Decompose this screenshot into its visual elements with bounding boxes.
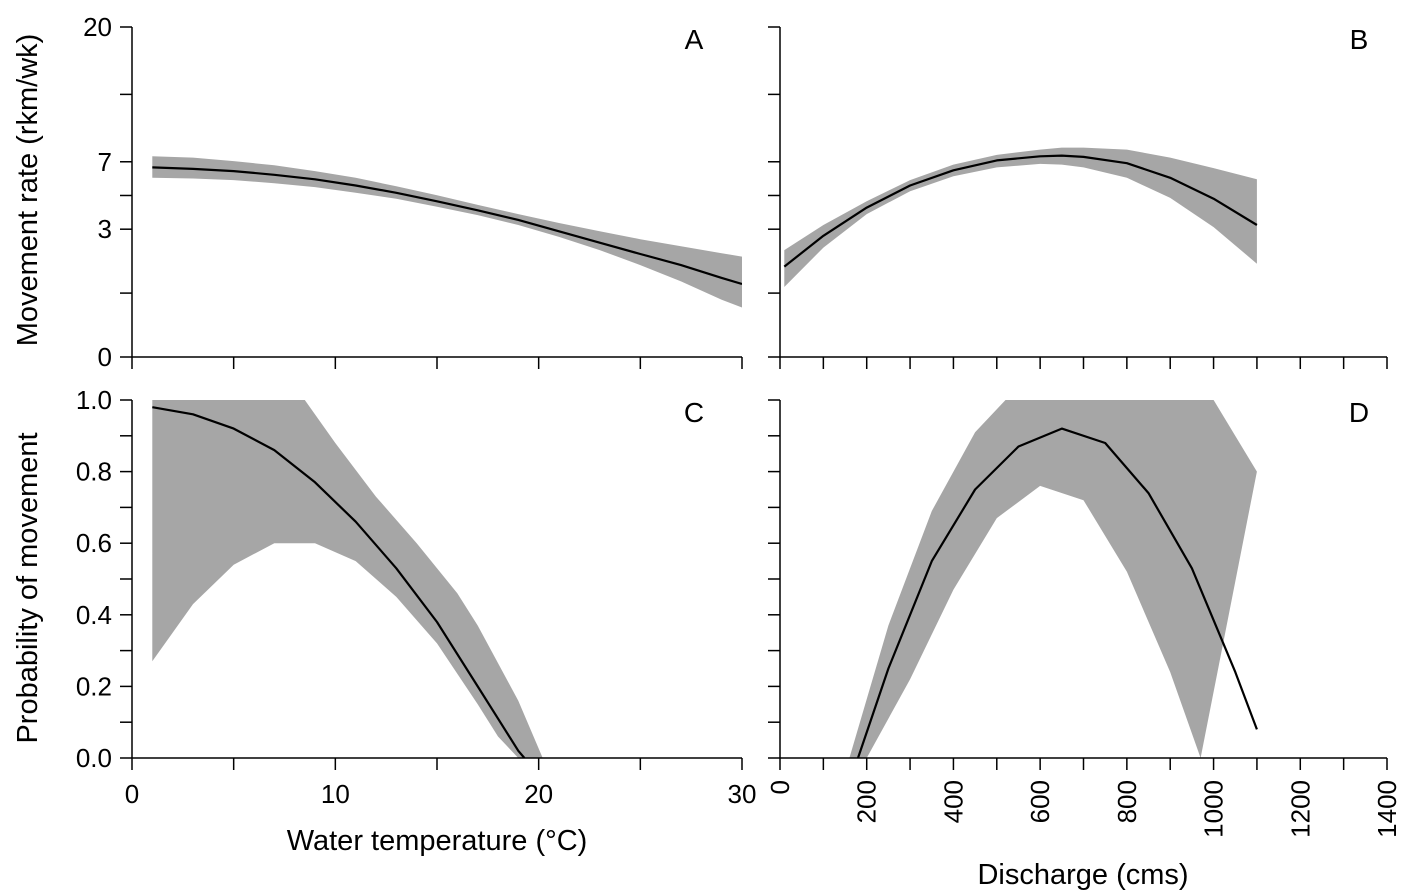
fitted-line	[783, 154, 1258, 268]
panel-label: A	[685, 24, 704, 55]
panel-b	[768, 26, 1388, 369]
y-tick-label: 0.6	[76, 528, 112, 558]
y-tick-label: 3	[98, 214, 112, 244]
panel-c	[120, 399, 743, 770]
confidence-band	[784, 147, 1257, 287]
y-tick-label: 20	[83, 12, 112, 42]
fitted-line	[152, 166, 742, 286]
x-tick-label: 1200	[1285, 780, 1315, 838]
x-axis-title: Water temperature (°C)	[287, 825, 588, 857]
x-tick-label: 800	[1112, 780, 1142, 823]
fitted-line	[152, 406, 526, 758]
y-tick-label: 0.0	[76, 743, 112, 773]
x-tick-label: 400	[938, 780, 968, 823]
confidence-band	[152, 400, 543, 758]
panel-label: D	[1349, 397, 1369, 428]
x-tick-label: 1400	[1372, 780, 1402, 838]
x-tick-label: 0	[125, 779, 139, 809]
y-tick-label: 0.4	[76, 600, 112, 630]
x-tick-label: 600	[1025, 780, 1055, 823]
panel-label: C	[684, 397, 704, 428]
fitted-line	[856, 427, 1258, 758]
x-tick-label: 30	[728, 779, 757, 809]
y-tick-label: 0.8	[76, 457, 112, 487]
x-tick-label: 1000	[1199, 780, 1229, 838]
x-tick-label: 10	[321, 779, 350, 809]
confidence-band	[152, 156, 742, 308]
y-tick-label: 1.0	[76, 385, 112, 415]
y-tick-label: 0.2	[76, 671, 112, 701]
x-axis-title: Discharge (cms)	[977, 859, 1188, 891]
panel-label: B	[1350, 24, 1369, 55]
x-tick-label: 20	[524, 779, 553, 809]
y-axis-title: Movement rate (rkm/wk)	[12, 34, 44, 347]
y-axis-title: Probability of movement	[12, 432, 44, 743]
panel-a	[120, 26, 743, 369]
confidence-band	[849, 400, 1257, 758]
x-tick-label: 0	[765, 780, 795, 794]
x-tick-label: 200	[852, 780, 882, 823]
panel-d	[768, 399, 1388, 770]
y-tick-label: 0	[98, 342, 112, 372]
y-tick-label: 7	[98, 147, 112, 177]
